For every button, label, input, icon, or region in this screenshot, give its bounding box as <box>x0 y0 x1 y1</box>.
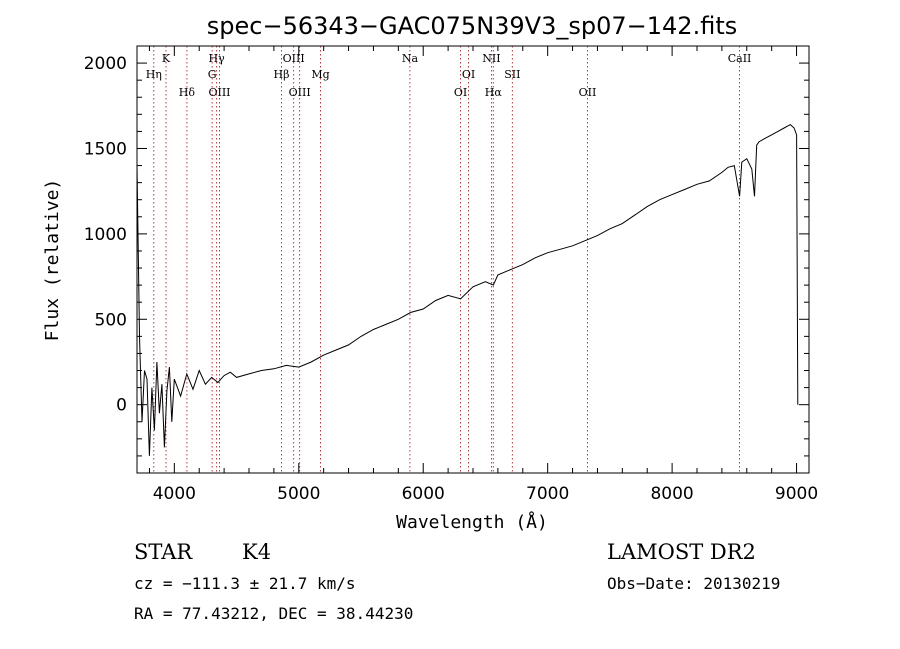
observation-date: Obs−Date: 20130219 <box>607 574 781 593</box>
y-tick-label: 2000 <box>84 54 127 74</box>
marker-label: OII <box>579 86 597 99</box>
marker-label: CaII <box>728 52 752 65</box>
marker-label: Hη <box>146 68 162 81</box>
x-tick-label: 7000 <box>526 484 569 504</box>
y-tick-label: 1000 <box>84 225 127 245</box>
x-axis-label: Wavelength (Å) <box>396 511 548 533</box>
x-tick-label: 5000 <box>277 484 320 504</box>
y-tick-label: 0 <box>116 396 127 416</box>
marker-label: NII <box>482 52 500 65</box>
plot-frame <box>136 45 810 474</box>
x-tick-label: 4000 <box>153 484 196 504</box>
y-tick-label: 1500 <box>84 139 127 159</box>
coordinates-text: RA = 77.43212, DEC = 38.44230 <box>134 604 414 623</box>
y-tick-label: 500 <box>95 310 127 330</box>
marker-label: Hα <box>485 86 503 99</box>
marker-label: Na <box>402 52 419 65</box>
x-axis: 4000 5000 6000 7000 8000 9000 <box>148 46 818 504</box>
x-tick-label: 9000 <box>775 484 818 504</box>
y-axis-label: Flux (relative) <box>42 179 63 342</box>
marker-label: OIII <box>289 86 311 99</box>
marker-label: Hδ <box>179 86 196 99</box>
series-layer <box>136 123 799 456</box>
chart-title: spec−56343−GAC075N39V3_sp07−142.fits <box>207 12 737 40</box>
marker-label: OI <box>454 86 467 99</box>
marker-label: K <box>162 52 171 65</box>
object-class: STAR <box>134 540 193 564</box>
marker-label: Hβ <box>274 68 290 81</box>
redshift-text: cz = −111.3 ± 21.7 km/s <box>134 574 356 593</box>
marker-label: OIII <box>283 52 305 65</box>
y-axis: 0 500 1000 1500 2000 <box>84 54 809 457</box>
marker-label: Hγ <box>209 52 226 65</box>
marker-label: OI <box>462 68 475 81</box>
spectrum-chart: spec−56343−GAC075N39V3_sp07−142.fits HηK… <box>42 12 818 533</box>
marker-label: OIII <box>208 86 230 99</box>
object-subclass: K4 <box>242 540 272 564</box>
survey-name: LAMOST DR2 <box>607 540 756 564</box>
marker-label: G <box>208 68 217 81</box>
line-markers: HηKHδHγGOIIIOIIIHβOIIIMgNaOIOINIIHαSIIOI… <box>146 46 752 473</box>
marker-label: Mg <box>311 68 329 81</box>
x-tick-label: 6000 <box>402 484 445 504</box>
x-tick-label: 8000 <box>650 484 693 504</box>
spectrum-series <box>136 123 799 456</box>
marker-label: SII <box>504 68 520 81</box>
